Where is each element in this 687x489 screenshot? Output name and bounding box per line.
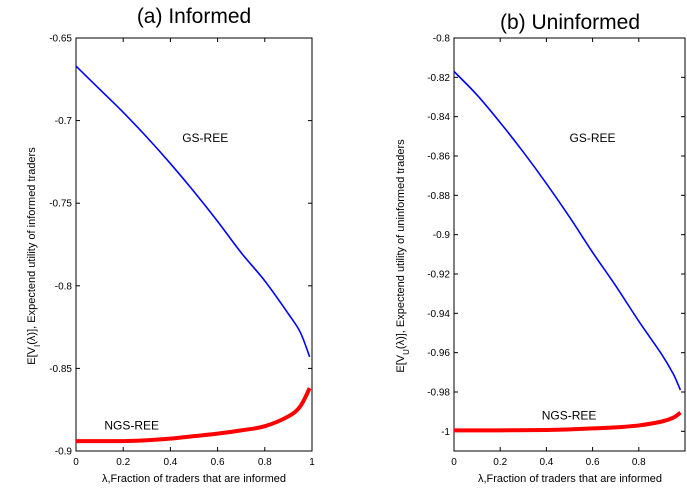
chart-title: (b) Uninformed — [500, 11, 640, 34]
x-tick-label: 0.4 — [539, 457, 553, 468]
y-tick-label: -0.86 — [427, 152, 450, 163]
y-tick-label: -0.82 — [427, 73, 450, 84]
series-line-gs-ree — [454, 71, 680, 390]
series-annotation: GS-REE — [182, 131, 228, 145]
y-tick-label: -1 — [441, 427, 450, 438]
y-tick-label: -0.8 — [433, 34, 451, 45]
x-tick-label: 0 — [451, 457, 457, 468]
y-tick-label: -0.88 — [427, 191, 450, 202]
chart-uninformed: (b) Uninformed 0 0.2 0.4 0.6 0.8 -1 -0.98 -0.96… — [395, 11, 685, 485]
y-tick-label: -0.84 — [427, 112, 450, 123]
y-tick-label: -0.9 — [55, 447, 73, 458]
y-tick-label: -0.96 — [427, 348, 450, 359]
x-tick-label: 0.6 — [211, 457, 225, 468]
x-tick-label: 1 — [309, 457, 315, 468]
y-axis-label: E[VI(λ)], Expectend utility of informed … — [26, 147, 42, 365]
x-axis-label: λ,Fraction of traders that are informed — [478, 473, 662, 485]
x-axis-label: λ,Fraction of traders that are informed — [102, 473, 286, 485]
chart-title: (a) Informed — [137, 5, 251, 28]
x-tick-label: 0.8 — [632, 457, 646, 468]
y-tick-label: -0.75 — [49, 199, 72, 210]
y-tick-label: -0.94 — [427, 309, 450, 320]
series-line-gs-ree — [76, 66, 310, 357]
x-tick-label: 0.2 — [493, 457, 507, 468]
y-tick-label: -0.8 — [55, 281, 73, 292]
series-annotation: GS-REE — [570, 131, 616, 145]
y-tick-label: -0.92 — [427, 270, 450, 281]
x-tick-label: 0.2 — [116, 457, 130, 468]
x-tick-label: 0.6 — [586, 457, 600, 468]
y-axis-label: E[VU(λ)], Expectend utility of uninforme… — [395, 139, 411, 373]
y-tick-label: -0.65 — [49, 34, 72, 45]
y-tick-label: -0.7 — [55, 116, 73, 127]
y-tick-label: -0.98 — [427, 388, 450, 399]
plot-frame — [454, 38, 685, 451]
chart-informed: (a) Informed 0 0.2 0.4 0.6 0.8 1 -0.9 -0.85 -0.8… — [26, 5, 315, 485]
y-tick-label: -0.9 — [433, 230, 451, 241]
x-tick-label: 0.4 — [163, 457, 177, 468]
x-tick-label: 0 — [73, 457, 79, 468]
y-tick-label: -0.85 — [49, 364, 72, 375]
x-tick-label: 0.8 — [258, 457, 272, 468]
series-annotation: NGS-REE — [542, 409, 597, 423]
series-line-ngs-ree — [76, 388, 310, 441]
series-annotation: NGS-REE — [104, 419, 159, 433]
